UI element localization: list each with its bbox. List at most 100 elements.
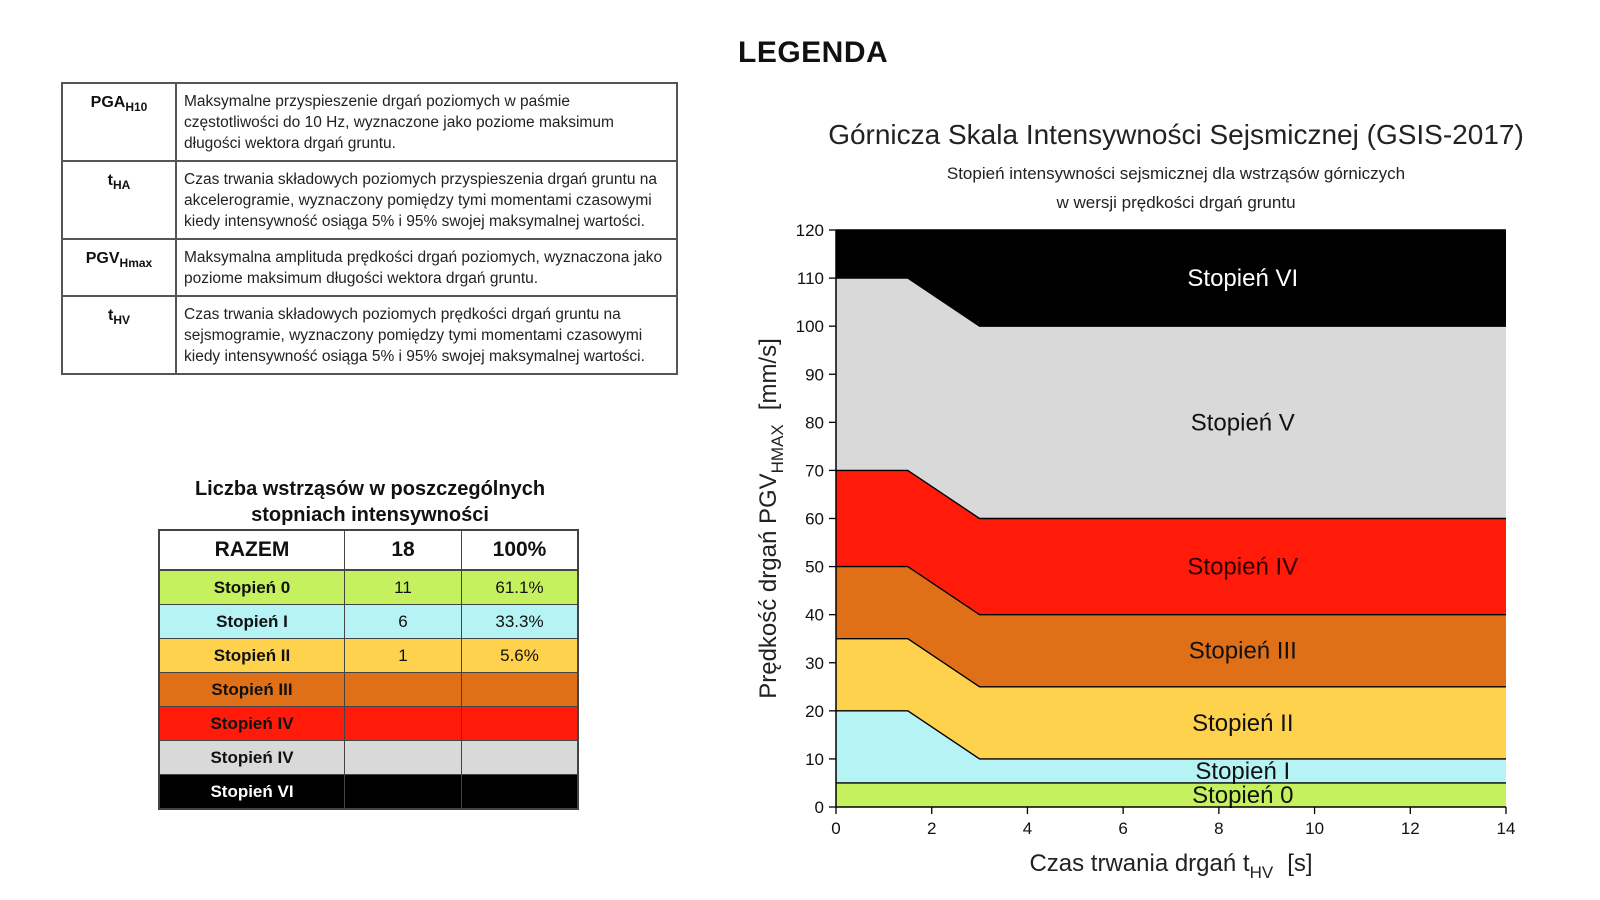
counts-title-line2: stopniach intensywności	[251, 504, 489, 526]
counts-row: Stopień II 1 5.6%	[158, 638, 579, 673]
zone-area	[836, 278, 1506, 519]
row-count	[344, 706, 462, 741]
definition-row: tHV Czas trwania składowych poziomych pr…	[61, 295, 678, 375]
y-tick-label: 10	[805, 750, 824, 769]
row-label: Stopień II	[158, 638, 345, 673]
row-percent: 33.3%	[461, 604, 579, 639]
chart-subtitle-line2: w wersji prędkości drgań gruntu	[1055, 193, 1295, 212]
x-tick-label: 4	[1023, 819, 1032, 838]
counts-row: Stopień VI	[158, 774, 579, 810]
definition-symbol: tHA	[61, 160, 177, 240]
definition-row: PGVHmax Maksymalna amplituda prędkości d…	[61, 238, 678, 297]
x-axis-label-sub: HV	[1250, 863, 1274, 880]
definition-row: tHA Czas trwania składowych poziomych pr…	[61, 160, 678, 240]
row-percent: 5.6%	[461, 638, 579, 673]
definition-description: Czas trwania składowych poziomych przysp…	[175, 160, 678, 240]
y-tick-label: 110	[797, 269, 824, 288]
row-label: Stopień IV	[158, 740, 345, 775]
row-count: 11	[344, 569, 462, 605]
y-axis-label-unit: [mm/s]	[755, 338, 782, 410]
zone-area	[836, 638, 1506, 759]
chart-subtitle-line1: Stopień intensywności sejsmicznej dla ws…	[947, 164, 1405, 183]
row-label: Stopień VI	[158, 774, 345, 810]
zone-label: Stopień I	[1195, 758, 1290, 785]
counts-row: Stopień I 6 33.3%	[158, 604, 579, 639]
y-tick-label: 40	[805, 606, 824, 625]
definition-description: Maksymalna amplituda prędkości drgań poz…	[175, 238, 678, 297]
counts-title-line1: Liczba wstrząsów w poszczególnych	[194, 478, 546, 500]
row-count: 1	[344, 638, 462, 673]
counts-table-title: Liczba wstrząsów w poszczególnych stopni…	[158, 476, 582, 528]
zone-label: Stopień 0	[1192, 782, 1293, 809]
row-label: Stopień IV	[158, 706, 345, 741]
header-label: RAZEM	[158, 529, 345, 571]
zone-label: Stopień III	[1189, 638, 1297, 665]
zone-boundary-line	[836, 565, 1506, 616]
row-label: Stopień I	[158, 604, 345, 639]
y-tick-label: 90	[805, 365, 824, 384]
zone-boundary-line	[836, 710, 1506, 760]
row-percent: 61.1%	[461, 569, 579, 605]
row-label: Stopień 0	[158, 569, 345, 605]
zone-label: Stopień II	[1192, 710, 1293, 737]
definition-symbol: PGAH10	[61, 82, 177, 162]
counts-row: Stopień 0 11 61.1%	[158, 569, 579, 605]
x-axis-label-text: Czas trwania drgań t	[1029, 850, 1249, 877]
header-count: 18	[344, 529, 462, 571]
row-percent	[461, 774, 579, 810]
y-tick-label: 60	[805, 510, 824, 529]
x-axis-label: Czas trwania drgań tHV [s]	[1029, 850, 1312, 880]
legend-title: LEGENDA	[738, 36, 889, 69]
zone-boundary-line	[836, 638, 1506, 688]
y-tick-label: 0	[815, 798, 824, 817]
row-count	[344, 774, 462, 810]
y-tick-label: 120	[796, 221, 824, 240]
gsis-chart: Górnicza Skala Intensywności Sejsmicznej…	[755, 119, 1524, 880]
y-tick-label: 100	[796, 317, 824, 336]
definition-symbol: PGVHmax	[61, 238, 177, 297]
y-tick-label: 70	[805, 461, 824, 480]
chart-title: Górnicza Skala Intensywności Sejsmicznej…	[828, 119, 1524, 150]
counts-table: RAZEM 18 100% Stopień 0 11 61.1% Stopień…	[158, 529, 579, 810]
y-tick-label: 50	[805, 558, 824, 577]
x-tick-label: 6	[1118, 819, 1127, 838]
row-percent	[461, 740, 579, 775]
y-tick-label: 80	[805, 413, 824, 432]
counts-row: Stopień IV	[158, 706, 579, 741]
x-tick-label: 10	[1305, 819, 1324, 838]
y-axis-label-text: Prędkość drgań PGV	[755, 473, 782, 698]
x-tick-label: 0	[831, 819, 840, 838]
counts-header-row: RAZEM 18 100%	[158, 529, 579, 571]
zone-area	[836, 782, 1506, 807]
definition-symbol: tHV	[61, 295, 177, 375]
x-tick-label: 14	[1497, 819, 1516, 838]
zone-boundary-line	[836, 469, 1506, 520]
x-tick-label: 2	[927, 819, 936, 838]
y-tick-label: 20	[805, 702, 824, 721]
counts-row: Stopień III	[158, 672, 579, 707]
zone-area	[836, 710, 1506, 783]
row-percent	[461, 706, 579, 741]
row-count	[344, 672, 462, 707]
y-tick-label: 30	[805, 654, 824, 673]
zone-label: Stopień V	[1191, 409, 1295, 436]
zone-boundary-line	[836, 277, 1506, 327]
definition-row: PGAH10 Maksymalne przyspieszenie drgań p…	[61, 82, 678, 162]
header-percent: 100%	[461, 529, 579, 571]
row-label: Stopień III	[158, 672, 345, 707]
zone-label: Stopień IV	[1187, 554, 1298, 581]
row-percent	[461, 672, 579, 707]
x-tick-label: 12	[1401, 819, 1420, 838]
counts-row: Stopień IV	[158, 740, 579, 775]
zone-area	[836, 566, 1506, 687]
x-axis-label-unit: [s]	[1287, 850, 1312, 877]
definition-description: Czas trwania składowych poziomych prędko…	[175, 295, 678, 375]
zone-area	[836, 470, 1506, 615]
row-count: 6	[344, 604, 462, 639]
x-tick-label: 8	[1214, 819, 1223, 838]
y-axis-label: Prędkość drgań PGVHMAX [mm/s]	[755, 338, 787, 699]
row-count	[344, 740, 462, 775]
definition-description: Maksymalne przyspieszenie drgań poziomyc…	[175, 82, 678, 162]
y-axis-label-sub: HMAX	[768, 424, 787, 473]
definitions-table: PGAH10 Maksymalne przyspieszenie drgań p…	[61, 82, 678, 375]
